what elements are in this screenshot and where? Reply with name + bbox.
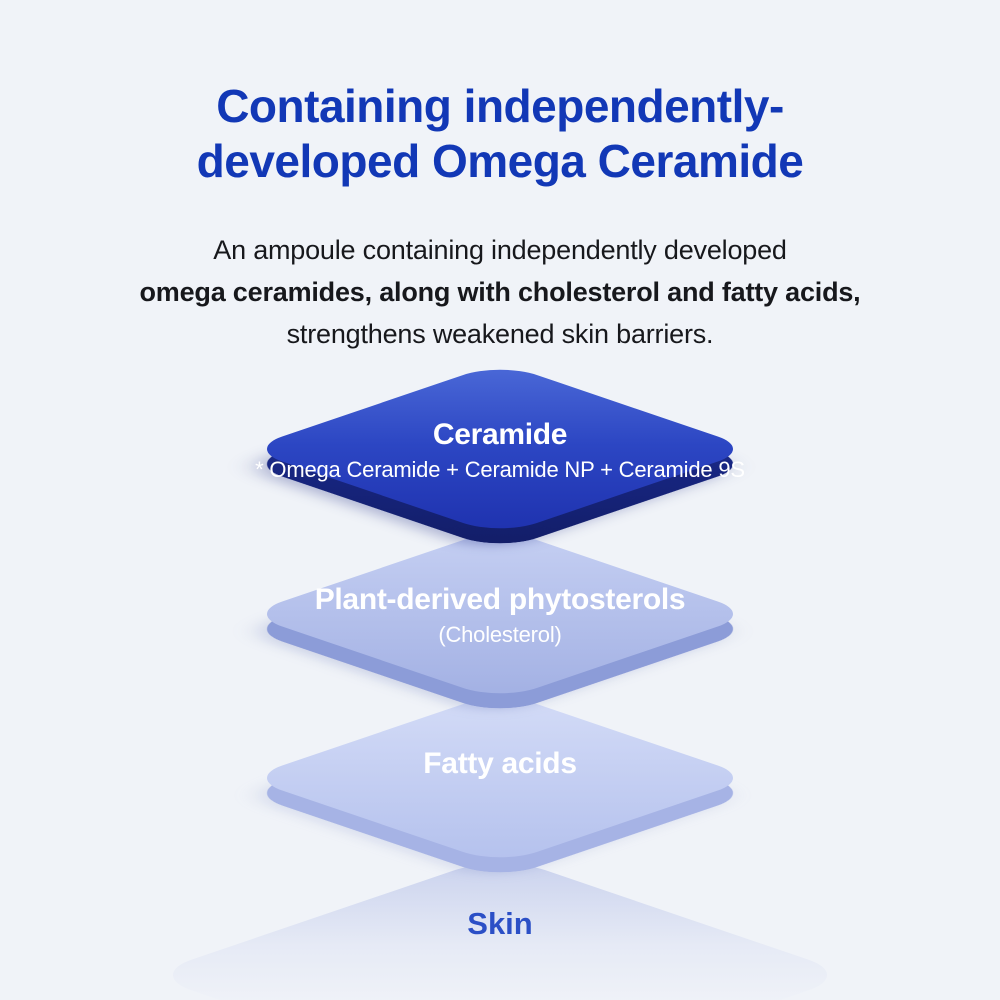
phytosterol-layer-subtitle: (Cholesterol) xyxy=(438,622,562,647)
page-title-line-1: Containing independently- xyxy=(216,79,784,132)
layer-ceramide: Ceramide * Omega Ceramide + Ceramide NP … xyxy=(245,269,755,629)
intro-text: An ampoule containing independently deve… xyxy=(0,229,1000,355)
skin-label: Skin xyxy=(467,906,533,941)
page-title: Containing independently- developed Omeg… xyxy=(0,79,1000,189)
fatty-acids-layer-title: Fatty acids xyxy=(423,747,577,780)
phytosterol-layer-text: Plant-derived phytosterols (Cholesterol) xyxy=(180,581,820,650)
intro-line-1: An ampoule containing independently deve… xyxy=(213,235,787,265)
ceramide-layer-text: Ceramide * Omega Ceramide + Ceramide NP … xyxy=(180,416,820,485)
intro-line-3: strengthens weakened skin barriers. xyxy=(286,319,714,349)
page-title-line-2: developed Omega Ceramide xyxy=(196,134,804,187)
fatty-acids-layer-text: Fatty acids xyxy=(180,745,820,783)
phytosterol-layer-title: Plant-derived phytosterols xyxy=(314,583,686,616)
layer-plant-derived-phytosterols: Plant-derived phytosterols (Cholesterol) xyxy=(245,434,755,794)
ceramide-layer-title: Ceramide xyxy=(432,418,568,451)
layer-fatty-acids: Fatty acids xyxy=(245,598,755,958)
ceramide-layer-subtitle: * Omega Ceramide + Ceramide NP + Ceramid… xyxy=(255,457,745,482)
intro-line-2-bold: omega ceramides, along with cholesterol … xyxy=(139,277,861,307)
